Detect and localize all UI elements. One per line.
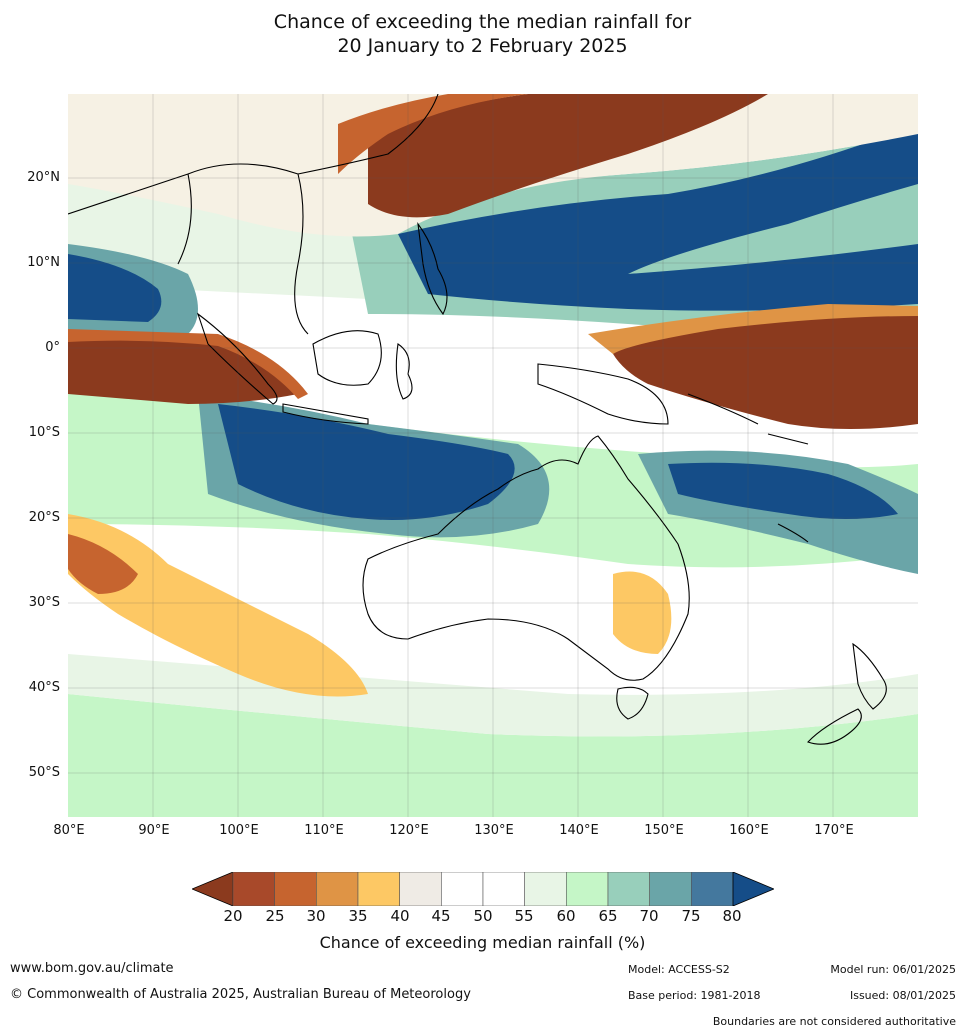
sumatra-coastline: [196, 312, 278, 405]
lat-label: 40°S: [28, 680, 60, 695]
legend-swatch: [357, 872, 400, 906]
legend-swatch: [399, 872, 442, 906]
map-title-line1: Chance of exceeding the median rainfall …: [273, 11, 692, 33]
legend-swatch: [566, 872, 609, 906]
legend-tick: 80: [722, 907, 742, 925]
legend-tick: 60: [556, 907, 576, 925]
region-brown-equatorial-pacific: [608, 311, 918, 429]
legend-swatch: [274, 872, 317, 906]
region-brown-equatorial-indian: [68, 337, 298, 404]
rainfall-probability-map: [68, 94, 918, 817]
region-blue-coral-sea: [668, 462, 898, 519]
java-coastline: [282, 403, 369, 425]
new-zealand-north-coastline: [852, 642, 887, 710]
legend-tick: 70: [639, 907, 659, 925]
lat-label: 30°S: [28, 595, 60, 610]
lon-label: 150°E: [644, 823, 684, 838]
legend-swatch: [232, 872, 275, 906]
region-brown-china: [368, 94, 768, 218]
legend-swatch: [482, 872, 525, 906]
lon-label: 100°E: [219, 823, 259, 838]
lat-label: 0°: [45, 340, 60, 355]
lon-label: 160°E: [729, 823, 769, 838]
solomon-islands-coastline: [687, 393, 809, 445]
legend-swatch: [524, 872, 567, 906]
philippines-coastline: [417, 222, 448, 316]
lon-label: 120°E: [389, 823, 429, 838]
model-run-text: Model run: 06/01/2025: [830, 963, 956, 976]
legend-tick: 45: [431, 907, 451, 925]
legend-tick: 25: [265, 907, 285, 925]
lat-label: 10°N: [27, 255, 60, 270]
lon-label: 80°E: [53, 823, 85, 838]
legend-extend-low: [192, 872, 234, 906]
lon-label: 170°E: [814, 823, 854, 838]
legend-tick: 75: [681, 907, 701, 925]
mainland-asia-coastline: [68, 94, 439, 335]
legend-tick: 30: [306, 907, 326, 925]
lat-label: 10°S: [28, 425, 60, 440]
region-orange-south-indian: [68, 514, 368, 697]
legend-label: Chance of exceeding median rainfall (%): [319, 933, 646, 952]
lat-label: 50°S: [28, 765, 60, 780]
legend-tick: 20: [223, 907, 243, 925]
new-caledonia-coastline: [777, 523, 809, 543]
issued-text: Issued: 08/01/2025: [849, 989, 956, 1002]
copyright-text: © Commonwealth of Australia 2025, Austra…: [10, 987, 471, 1002]
map-title-line2: 20 January to 2 February 2025: [337, 35, 628, 57]
new-zealand-south-coastline: [807, 708, 862, 745]
region-brown-south-indian: [68, 534, 138, 594]
legend-swatch: [649, 872, 692, 906]
lat-label: 20°N: [27, 170, 60, 185]
legend-tick: 40: [390, 907, 410, 925]
legend-tick: 65: [598, 907, 618, 925]
legend-swatch: [607, 872, 650, 906]
region-blue-north-pacific: [398, 124, 918, 311]
region-blue-indian-north: [68, 254, 162, 322]
borneo-coastline: [312, 330, 382, 386]
lon-label: 110°E: [304, 823, 344, 838]
lon-label: 130°E: [474, 823, 514, 838]
boundaries-disclaimer: Boundaries are not considered authoritat…: [712, 1015, 956, 1028]
base-period-text: Base period: 1981-2018: [628, 989, 761, 1002]
bom-climate-link[interactable]: www.bom.gov.au/climate: [10, 961, 174, 976]
new-guinea-coastline: [537, 363, 669, 425]
legend-swatch: [691, 872, 734, 906]
region-orange-se-australia: [613, 571, 672, 654]
australia-coastline: [362, 435, 690, 681]
legend-tick: 50: [473, 907, 493, 925]
lon-label: 90°E: [138, 823, 170, 838]
legend-swatch: [441, 872, 484, 906]
tasmania-coastline: [616, 686, 649, 720]
colour-legend-bar: [192, 872, 774, 906]
region-orange-equatorial-pacific: [588, 304, 918, 354]
lon-label: 140°E: [559, 823, 599, 838]
region-orange-equatorial-indian: [68, 329, 308, 399]
region-orange-china: [338, 94, 528, 174]
legend-tick: 55: [514, 907, 534, 925]
lat-label: 20°S: [28, 510, 60, 525]
legend-swatch: [316, 872, 359, 906]
model-text: Model: ACCESS-S2: [628, 963, 730, 976]
legend-tick: 35: [348, 907, 368, 925]
legend-extend-high: [732, 872, 774, 906]
